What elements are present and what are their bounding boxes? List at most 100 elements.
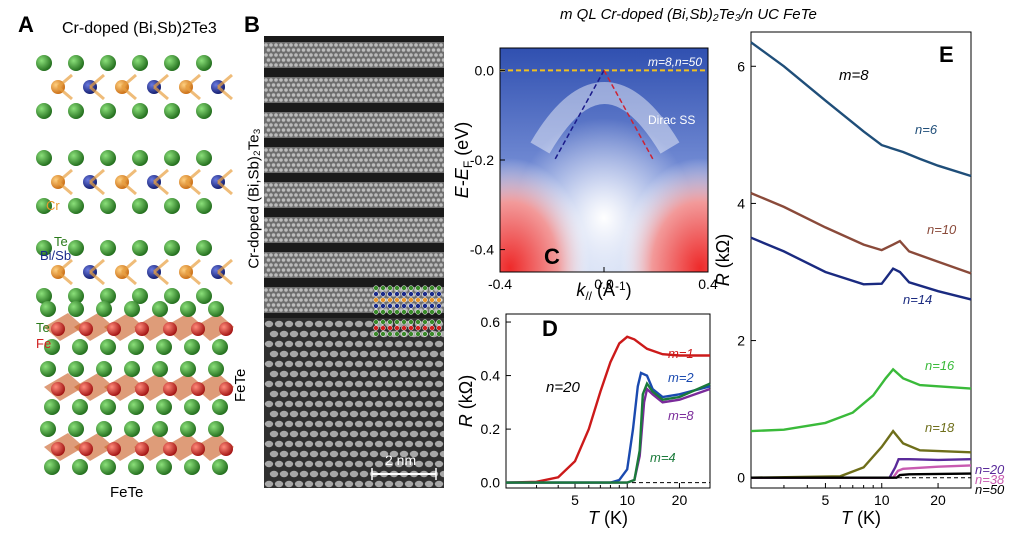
te-atom bbox=[132, 103, 148, 119]
te-atom bbox=[124, 421, 140, 437]
label-fe: Fe bbox=[36, 336, 52, 351]
series-label-n-18: n=18 bbox=[925, 420, 955, 435]
label-cr: Cr bbox=[46, 198, 60, 213]
te-atom bbox=[68, 301, 84, 317]
arpes-ytick-label: -0.4 bbox=[470, 242, 494, 258]
te-atom bbox=[164, 103, 180, 119]
figure-title: m QL Cr-doped (Bi,Sb)₂Te₃/n UC FeTe bbox=[560, 6, 817, 23]
te-atom bbox=[100, 55, 116, 71]
stem-image-rotated-label: Cr-doped (Bi,Sb)₂Te₃ bbox=[245, 128, 263, 269]
te-atom bbox=[152, 421, 168, 437]
xtick-label: 5 bbox=[571, 492, 579, 508]
arpes-xtick-label: -0.4 bbox=[488, 276, 512, 292]
n-label: n=20 bbox=[546, 379, 580, 396]
ytick-label: 6 bbox=[737, 58, 745, 74]
stem-feTe-label: FeTe bbox=[232, 368, 249, 402]
resistance-plot-e: 0 2 4 6 5 10 20 n=6 n=10 n=14 n=16 n=18 n=20n=38n=50… bbox=[715, 31, 1005, 528]
series-line-n-14 bbox=[750, 236, 972, 301]
te-atom bbox=[44, 399, 60, 415]
te-atom bbox=[184, 339, 200, 355]
te-atom bbox=[180, 421, 196, 437]
ytick-label: 0.6 bbox=[481, 314, 501, 330]
fe-atom bbox=[51, 382, 65, 396]
te-atom bbox=[36, 240, 52, 256]
xtick-label: 10 bbox=[874, 492, 890, 508]
te-atom bbox=[68, 55, 84, 71]
te-atom bbox=[68, 361, 84, 377]
fe-atom bbox=[191, 322, 205, 336]
te-atom bbox=[208, 421, 224, 437]
te-atom bbox=[132, 150, 148, 166]
te-atom bbox=[100, 288, 116, 304]
te-atom bbox=[44, 459, 60, 475]
fe-atom bbox=[79, 382, 93, 396]
fe-atom bbox=[163, 322, 177, 336]
panel-letter-e: E bbox=[939, 42, 954, 67]
xlabel: T (K) bbox=[841, 508, 881, 528]
series-label-n-16: n=16 bbox=[925, 358, 955, 373]
te-atom bbox=[196, 55, 212, 71]
ylabel: R (kΩ) bbox=[715, 234, 733, 286]
te-atom bbox=[164, 55, 180, 71]
te-atom bbox=[164, 240, 180, 256]
dirac-branch-line bbox=[603, 70, 655, 161]
te-atom bbox=[100, 459, 116, 475]
series-label-n-20: n=20 bbox=[975, 462, 1005, 477]
te-atom bbox=[208, 361, 224, 377]
te-atom bbox=[124, 301, 140, 317]
arpes-inset-label: m=8,n=50 bbox=[648, 55, 702, 69]
te-atom bbox=[100, 198, 116, 214]
te-atom bbox=[208, 301, 224, 317]
te-atom bbox=[212, 399, 228, 415]
te-atom bbox=[96, 421, 112, 437]
te-atom bbox=[196, 103, 212, 119]
te-atom bbox=[36, 55, 52, 71]
panel-a-top-label: Cr-doped (Bi,Sb)2Te3 bbox=[62, 20, 217, 37]
panel-a-bottom-label: FeTe bbox=[110, 484, 144, 501]
fe-atom bbox=[51, 442, 65, 456]
te-atom bbox=[132, 288, 148, 304]
te-atom bbox=[164, 150, 180, 166]
ytick-label: 0 bbox=[737, 470, 745, 486]
te-atom bbox=[100, 399, 116, 415]
fe-atom bbox=[163, 382, 177, 396]
te-atom bbox=[36, 288, 52, 304]
te-atom bbox=[72, 459, 88, 475]
te-atom bbox=[68, 421, 84, 437]
panel-letter-a: A bbox=[18, 12, 34, 37]
fe-atom bbox=[107, 442, 121, 456]
label-te-lower: Te bbox=[36, 320, 50, 335]
ytick-label: 0.2 bbox=[481, 421, 501, 437]
dirac-branch-line bbox=[553, 70, 605, 161]
series-label-n-14: n=14 bbox=[903, 292, 932, 307]
series-line-m-4 bbox=[506, 381, 711, 484]
te-atom bbox=[96, 301, 112, 317]
te-atom bbox=[196, 198, 212, 214]
panel-letter-d: D bbox=[542, 316, 558, 341]
te-atom bbox=[100, 339, 116, 355]
te-atom bbox=[212, 459, 228, 475]
fe-atom bbox=[79, 442, 93, 456]
te-atom bbox=[180, 361, 196, 377]
fe-atom bbox=[135, 442, 149, 456]
te-atom bbox=[128, 339, 144, 355]
te-atom bbox=[128, 399, 144, 415]
te-atom bbox=[156, 459, 172, 475]
plot-frame bbox=[505, 313, 711, 489]
te-atom bbox=[212, 339, 228, 355]
te-atom bbox=[156, 339, 172, 355]
ytick-label: 0.0 bbox=[481, 475, 501, 491]
te-atom bbox=[36, 103, 52, 119]
series-line-m-1 bbox=[505, 335, 710, 484]
fe-atom bbox=[191, 382, 205, 396]
series-line-m-8 bbox=[506, 386, 711, 484]
panel-letter-c: C bbox=[544, 244, 560, 269]
plot-frame bbox=[750, 31, 972, 489]
series-label-n-10: n=10 bbox=[927, 222, 957, 237]
te-atom bbox=[96, 361, 112, 377]
te-atom bbox=[68, 198, 84, 214]
resistance-plot-d: 0.0 0.2 0.4 0.6 5 10 20 m=1 m=2 m=8 m=4 T (K) R (kΩ)… bbox=[456, 313, 711, 528]
arpes-xtick-label: 0.0 bbox=[594, 276, 614, 292]
label-bisb: Bi/Sb bbox=[40, 248, 72, 263]
te-atom bbox=[128, 459, 144, 475]
